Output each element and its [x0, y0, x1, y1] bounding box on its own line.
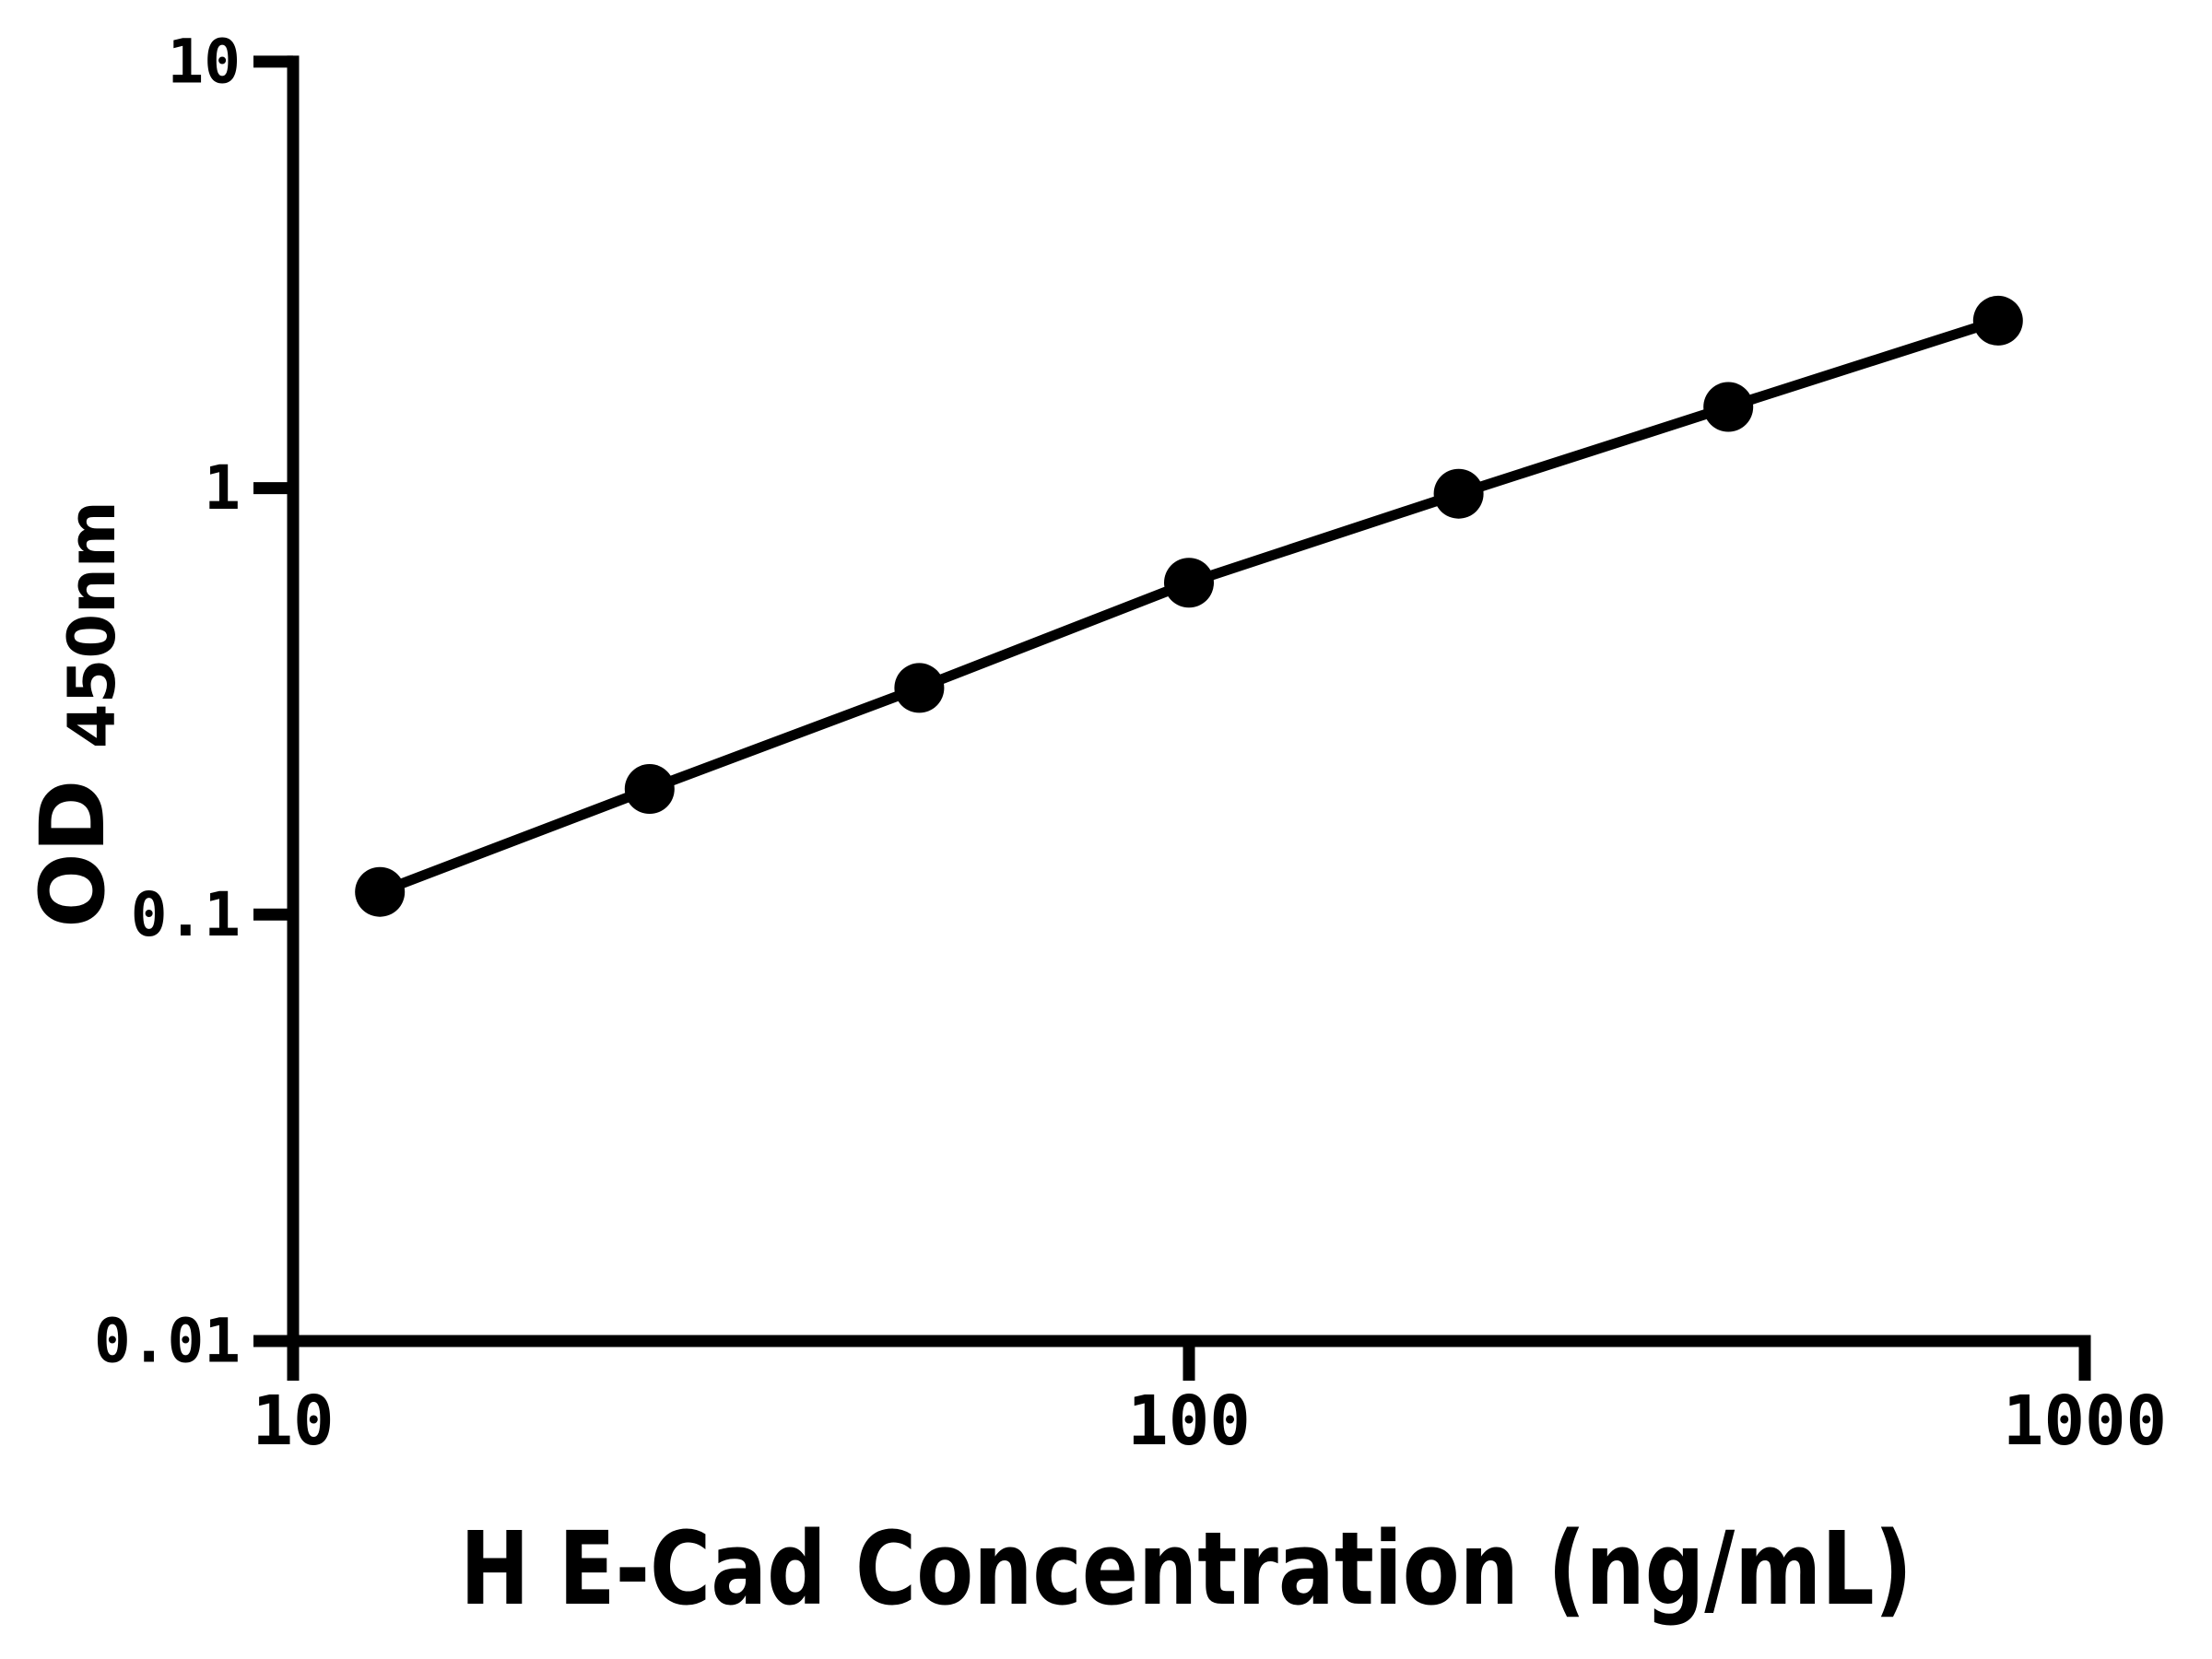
data-point	[1972, 295, 2023, 346]
data-points	[355, 295, 2023, 917]
data-point	[624, 764, 675, 815]
x-axis-title: H E-Cad Concentration (ng/mL)	[460, 1510, 1912, 1628]
axes	[253, 55, 2091, 1381]
y-tick-label-1: 1	[204, 453, 241, 524]
data-point	[1164, 558, 1214, 608]
data-point	[1703, 382, 1754, 432]
y-tick-label-0.1: 0.1	[131, 879, 241, 950]
x-tick-labels: 10 100 1000	[252, 1382, 2167, 1461]
y-tick-labels: 0.01 0.1 1 10	[94, 26, 241, 1376]
y-tick-label-10: 10	[168, 26, 241, 97]
x-tick-label-100: 100	[1127, 1382, 1251, 1461]
y-axis-title-main: OD	[21, 780, 124, 928]
x-tick-label-1000: 1000	[2003, 1382, 2167, 1461]
data-point	[894, 663, 945, 713]
x-tick-label-10: 10	[252, 1382, 334, 1461]
y-axis-title-subscript: 450nm	[54, 500, 130, 748]
y-tick-label-0.01: 0.01	[94, 1306, 241, 1377]
data-point	[1433, 468, 1484, 519]
y-axis-title: OD 450nm	[21, 500, 130, 928]
data-point	[355, 866, 406, 917]
